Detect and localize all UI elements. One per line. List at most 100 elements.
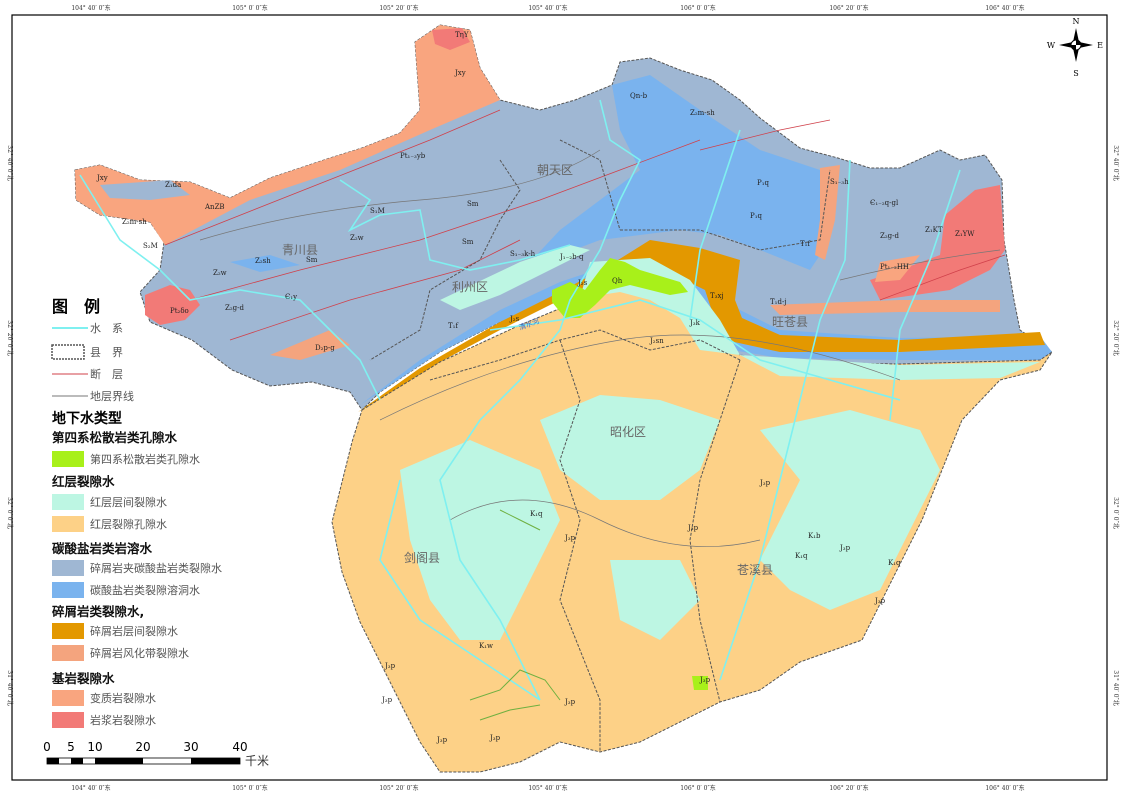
geology-label: J₂s [509,315,520,323]
geology-label: Qh [612,277,623,285]
geology-label: Z₂m-sh [690,109,715,117]
lat-label: 32° 40′ 0″北 [1112,145,1120,181]
geology-label: S₂M [143,242,158,250]
geology-label: K₁w [479,642,493,650]
county-label: 苍溪县 [737,563,773,577]
county-label: 青川县 [282,243,318,257]
geology-label: Z₂g-d [880,232,900,240]
geology-label: S₁M [370,207,385,215]
stratum-boundary-line [379,334,901,421]
lon-label: 105° 20′ 0″东 [379,4,418,12]
legend-item-label: 第四系松散岩类孔隙水 [90,452,200,466]
scale-tick: 10 [87,740,102,754]
county-label: 旺苍县 [772,315,808,329]
zone-quaternary [552,258,688,318]
lon-label: 106° 40′ 0″东 [985,4,1024,12]
county-boundary [369,159,521,361]
fault-line [879,254,1006,301]
geology-label: P₁q [750,212,763,220]
geology-label: T₁f [448,322,459,330]
geology-label: TηY [455,31,469,39]
fault-line [229,239,521,341]
zone-magmatic [145,285,200,325]
geology-label: P₁q [757,179,770,187]
geology-label: D₂p-g [315,344,335,352]
lon-label: 106° 20′ 0″东 [829,784,868,792]
compass-e: E [1097,41,1103,50]
scale-unit: 千米 [245,754,269,768]
legend-line-label: 水 系 [90,322,123,335]
zone-clastic-interlayer [358,240,1045,412]
geology-label: J₃p [564,698,576,706]
longitude-ticks-top: 104° 40′ 0″东 105° 0′ 0″东 105° 20′ 0″东 10… [71,4,1024,12]
legend: 图 例 水 系 县 界 断 层 地层界线 地下水类型 第四系松散岩类孔隙水 第四… [51,297,222,728]
county-label: 昭化区 [610,425,646,439]
river [489,299,901,401]
stratum-boundary-line [199,149,601,241]
geology-label: Sm [462,238,474,246]
geology-label: Qn-b [630,92,648,100]
legend-item-label: 碎屑岩夹碳酸盐岩类裂隙水 [90,561,222,575]
zone-carbonate-karst [530,75,830,270]
river [689,129,741,321]
lon-label: 106° 0′ 0″东 [680,784,716,792]
scale-tick: 30 [183,740,198,754]
legend-line-label: 县 界 [90,346,123,359]
lat-label: 32° 0′ 0″北 [1112,497,1120,529]
geology-label: J₃p [687,524,699,532]
lat-label: 32° 40′ 0″北 [6,145,14,181]
geology-label: T₁f [800,240,811,248]
geology-label: K₁q [795,552,808,560]
geology-label: Z₂m-sh [122,218,147,226]
geology-label: J₃p [436,736,448,744]
river [79,174,381,401]
geology-label: Z₁YW [955,230,975,238]
legend-swatch [52,690,84,706]
river [339,179,571,271]
geology-label: Pt₁₋₃yb [400,152,426,160]
geology-label: Z₁da [165,181,181,189]
geology-label: S₁₋₃k-h [510,250,536,258]
legend-swatch [52,645,84,661]
legend-swatch [52,582,84,598]
zone-red-interlayer [610,560,700,640]
legend-swatch [52,623,84,639]
geology-label: Z₁KT [925,226,943,234]
legend-item-label: 变质岩裂隙水 [90,691,156,705]
lon-label: 105° 20′ 0″东 [379,784,418,792]
lat-label: 32° 20′ 0″北 [6,320,14,356]
geology-label: T₃xj [710,292,724,300]
zone-weathered [270,330,350,360]
legend-group-title: 基岩裂隙水 [51,671,115,686]
compass-s: S [1073,69,1078,78]
lon-label: 104° 40′ 0″东 [71,784,110,792]
legend-line-label: 地层界线 [90,389,134,403]
geology-label: T₁d-j [770,298,787,306]
legend-item-label: 碎屑岩层间裂隙水 [90,624,178,638]
zone-red-interlayer [740,355,1040,380]
lat-label: 31° 40′ 0″北 [6,670,14,706]
geology-label: Z₂w [213,269,227,277]
geology-label: Z₂w [350,234,364,242]
geology-label: J₃p [839,544,851,552]
legend-swatch [52,712,84,728]
lon-label: 105° 40′ 0″东 [528,4,567,12]
stratum-boundary-line [839,249,1001,281]
north-arrow-icon: N S E W [1047,17,1103,78]
geology-label: K₁q [530,510,543,518]
county-label: 利州区 [452,280,488,294]
geology-label: J₃k [689,319,701,327]
zone-red-interlayer [760,410,940,610]
compass-n: N [1073,17,1080,26]
geology-label: J₃p [874,597,886,605]
legend-item-label: 红层裂隙孔隙水 [90,517,167,531]
zone-red-interlayer [440,245,590,310]
lat-label: 32° 0′ 0″北 [6,497,14,529]
geology-label: J₃p [699,676,711,684]
compass-w: W [1047,41,1056,50]
scale-tick: 20 [135,740,150,754]
latitude-ticks: 32° 40′ 0″北 32° 20′ 0″北 32° 0′ 0″北 31° 4… [6,145,1120,706]
geology-label: J₃p [564,534,576,542]
fault-line [189,139,701,301]
